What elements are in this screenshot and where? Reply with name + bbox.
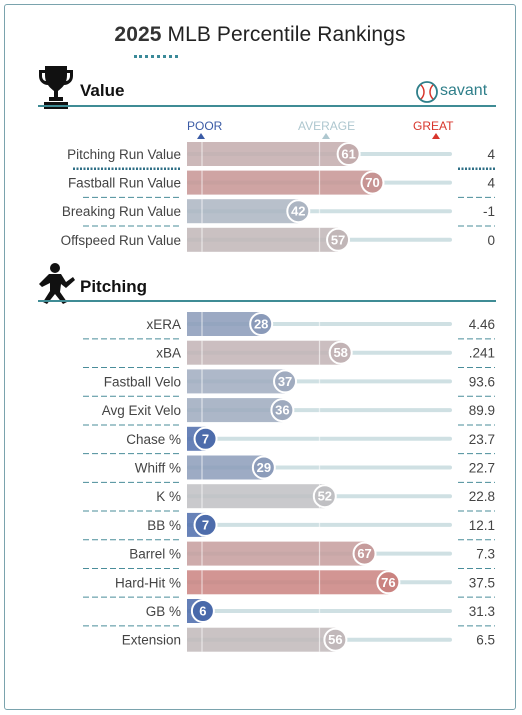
percentile-label: 7 <box>202 517 209 532</box>
scale-arrow-great <box>432 133 440 139</box>
value-label: 12.1 <box>469 518 495 533</box>
percentile-label: 42 <box>291 204 305 219</box>
category-label: Fastball Run Value <box>68 176 181 191</box>
percentile-label: 6 <box>199 604 206 619</box>
value-label: 4 <box>487 147 495 162</box>
percentile-marker <box>312 484 337 509</box>
value-label: 93.6 <box>469 374 495 389</box>
percentile-marker <box>336 142 361 166</box>
value-label: 22.8 <box>469 489 495 504</box>
percentile-bar <box>187 627 336 652</box>
section-title-value: Value <box>80 81 125 100</box>
percentile-label: 58 <box>333 345 347 360</box>
value-label: 0 <box>487 233 495 248</box>
value-label: 31.3 <box>469 604 495 619</box>
percentile-marker <box>328 340 353 365</box>
percentile-label: 67 <box>357 546 371 561</box>
percentile-label: 61 <box>341 147 355 162</box>
percentile-marker <box>193 512 218 537</box>
percentile-bar <box>187 199 299 224</box>
percentile-bar <box>187 455 264 480</box>
category-label: Offspeed Run Value <box>61 233 181 248</box>
category-label: Chase % <box>126 432 181 447</box>
value-label: 23.7 <box>469 432 495 447</box>
percentile-bar <box>187 484 325 509</box>
scale-arrow-average <box>322 133 330 139</box>
savant-logo-text: savant <box>440 82 488 99</box>
percentile-marker <box>326 227 351 252</box>
percentile-label: 36 <box>275 403 289 418</box>
percentile-bar <box>187 312 262 336</box>
title-year: 2025 <box>114 23 162 46</box>
category-label: Extension <box>122 633 181 648</box>
value-label: 22.7 <box>469 461 495 476</box>
percentile-marker <box>323 627 348 652</box>
percentile-bar <box>187 170 373 195</box>
percentile-bar <box>187 142 349 166</box>
percentile-label: 70 <box>365 175 379 190</box>
savant-baseball-icon <box>416 81 438 103</box>
category-label: Fastball Velo <box>104 374 181 389</box>
percentile-label: 57 <box>331 232 345 247</box>
pitcher-icon <box>39 263 75 304</box>
percentile-label: 37 <box>278 374 292 389</box>
title-underline <box>134 55 178 58</box>
category-label: Hard-Hit % <box>115 575 181 590</box>
category-label: Barrel % <box>129 547 181 562</box>
percentile-label: 76 <box>381 575 395 590</box>
value-label: 89.9 <box>469 403 495 418</box>
category-label: xBA <box>156 346 181 361</box>
percentile-bar <box>187 398 283 423</box>
category-label: Avg Exit Velo <box>102 403 181 418</box>
value-label: 37.5 <box>469 575 495 590</box>
value-label: 6.5 <box>476 633 495 648</box>
category-label: GB % <box>146 604 181 619</box>
percentile-marker <box>249 312 274 336</box>
page-title: 2025 MLB Percentile Rankings <box>5 23 515 47</box>
section-rule-pitching <box>38 300 496 302</box>
percentile-marker <box>270 398 295 423</box>
percentile-bar <box>187 369 286 394</box>
percentile-label: 28 <box>254 317 268 332</box>
category-label: BB % <box>147 518 181 533</box>
scale-arrow-poor <box>197 133 205 139</box>
percentile-marker <box>376 570 401 595</box>
percentile-label: 7 <box>202 431 209 446</box>
section-title-pitching: Pitching <box>80 277 148 296</box>
scale-label-great: GREAT <box>413 119 454 133</box>
value-label: .241 <box>469 346 495 361</box>
scale-label-average: AVERAGE <box>298 119 356 133</box>
percentile-bar <box>187 227 339 252</box>
title-text: MLB Percentile Rankings <box>167 23 406 46</box>
percentile-marker <box>190 599 215 623</box>
category-label: Pitching Run Value <box>67 147 181 162</box>
value-label: -1 <box>483 204 495 219</box>
percentile-label: 52 <box>318 489 332 504</box>
category-label: K % <box>156 489 181 504</box>
percentile-marker <box>273 369 298 394</box>
value-label: 4 <box>487 176 495 191</box>
percentile-bar <box>187 570 389 595</box>
percentile-bar <box>187 340 341 365</box>
percentile-label: 56 <box>328 632 342 647</box>
percentile-marker <box>193 426 218 451</box>
percentile-marker <box>286 199 311 224</box>
category-label: Breaking Run Value <box>62 204 181 219</box>
percentile-label: 29 <box>257 460 271 475</box>
value-label: 4.46 <box>469 317 495 332</box>
scale-label-poor: POOR <box>187 119 223 133</box>
section-rule-value <box>38 105 496 107</box>
percentile-bar <box>187 541 365 566</box>
percentile-marker <box>352 541 377 566</box>
category-label: xERA <box>146 317 181 332</box>
percentile-marker <box>251 455 276 480</box>
percentile-marker <box>360 170 385 195</box>
category-label: Whiff % <box>135 461 181 476</box>
value-label: 7.3 <box>476 547 495 562</box>
